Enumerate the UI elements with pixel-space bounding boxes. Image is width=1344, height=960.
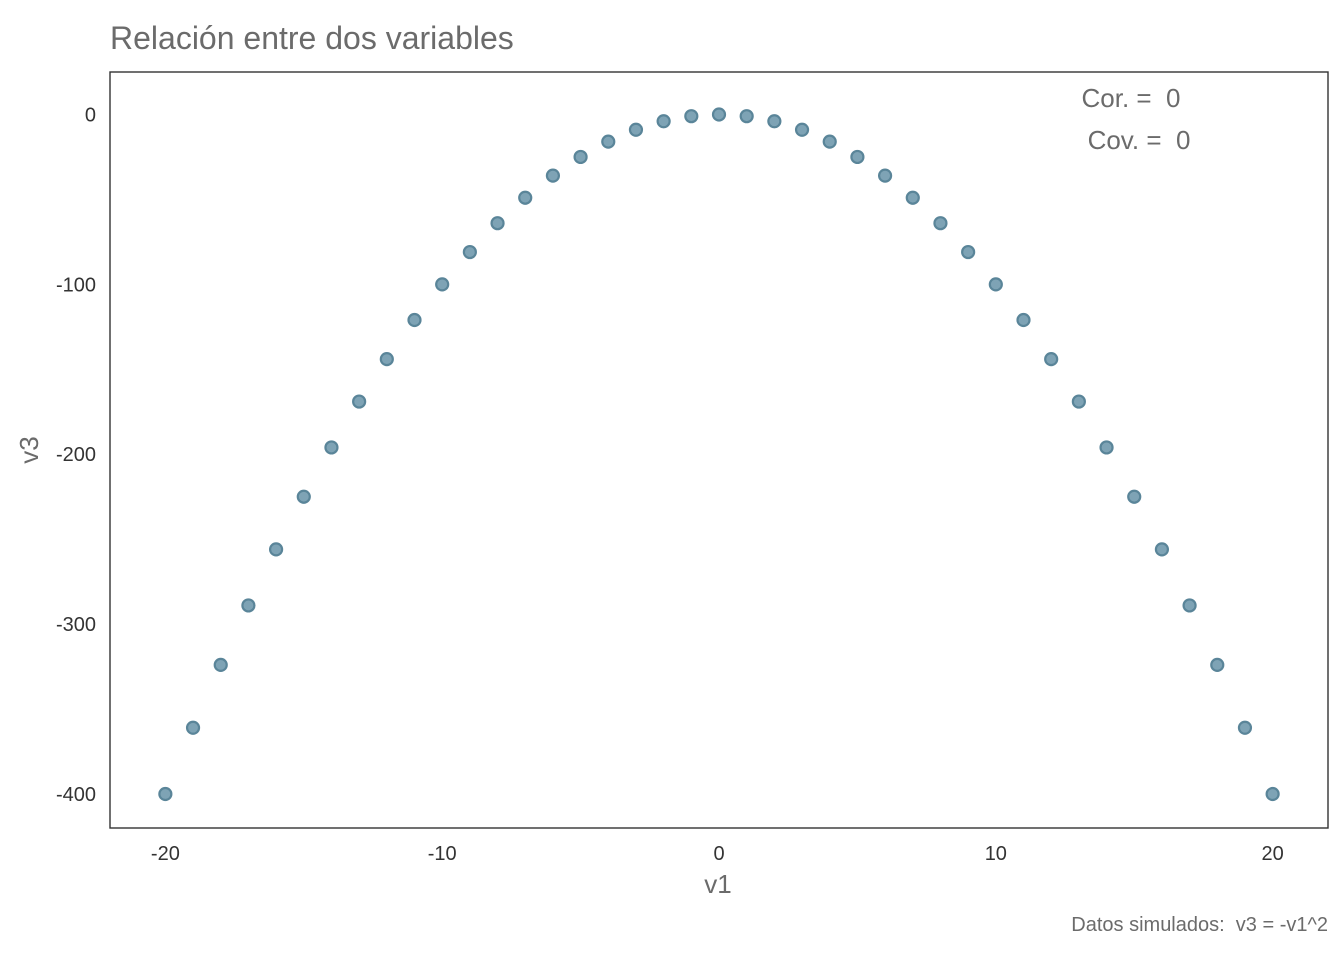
x-axis-ticks: -20 -10 0 10 20 [151, 843, 1284, 865]
data-point [601, 134, 616, 149]
x-tick-label: 0 [713, 843, 724, 865]
data-point [352, 394, 367, 409]
chart-title: Relación entre dos variables [110, 20, 514, 56]
data-point [711, 107, 727, 122]
data-point [407, 312, 422, 328]
y-axis-ticks: 0 -100 -200 -300 -400 [56, 104, 96, 806]
data-point [877, 168, 893, 183]
data-point [822, 134, 837, 149]
data-point [185, 720, 201, 735]
correlation-annotation: Cor. = 0 [1082, 83, 1181, 113]
data-point [379, 352, 394, 367]
data-point [490, 216, 505, 231]
y-tick-label: -200 [56, 444, 96, 466]
data-point [462, 244, 477, 260]
data-point [767, 114, 782, 129]
data-point [1016, 312, 1031, 328]
chart-caption: Datos simulados: v3 = -v1^2 [1071, 914, 1328, 936]
data-point [1237, 720, 1253, 735]
data-point [324, 440, 339, 455]
y-tick-label: -300 [56, 614, 96, 636]
data-point [545, 168, 561, 183]
data-point [573, 149, 588, 165]
data-point [794, 122, 810, 137]
data-point [1210, 657, 1225, 673]
data-point [628, 122, 644, 137]
data-point [1099, 440, 1114, 455]
data-point [1265, 786, 1280, 802]
plot-panel [109, 71, 1329, 829]
data-point [1044, 352, 1059, 367]
x-tick-label: -20 [151, 843, 180, 865]
data-point [656, 114, 671, 129]
data-point [933, 216, 948, 231]
data-point [268, 542, 284, 557]
data-point [1071, 394, 1086, 409]
x-tick-label: 20 [1262, 843, 1284, 865]
data-point [850, 149, 865, 165]
covariance-annotation: Cov. = 0 [1088, 125, 1191, 155]
x-tick-label: 10 [985, 843, 1007, 865]
y-tick-label: 0 [85, 104, 96, 126]
data-point [739, 109, 754, 124]
x-axis-title: v1 [704, 869, 731, 899]
data-point [435, 277, 450, 292]
y-tick-label: -100 [56, 274, 96, 296]
x-tick-label: -10 [428, 843, 457, 865]
data-points [158, 107, 1280, 802]
data-point [158, 786, 173, 802]
data-point [1127, 489, 1142, 504]
data-point [1154, 542, 1170, 557]
data-point [241, 598, 256, 613]
y-axis-title: v3 [14, 436, 44, 463]
data-point [961, 244, 976, 260]
data-point [518, 190, 533, 205]
y-tick-label: -400 [56, 784, 96, 806]
data-point [1182, 598, 1197, 613]
data-point [684, 109, 699, 124]
data-point [905, 190, 920, 205]
data-point [988, 277, 1003, 292]
data-point [296, 489, 311, 504]
data-point [213, 657, 228, 673]
